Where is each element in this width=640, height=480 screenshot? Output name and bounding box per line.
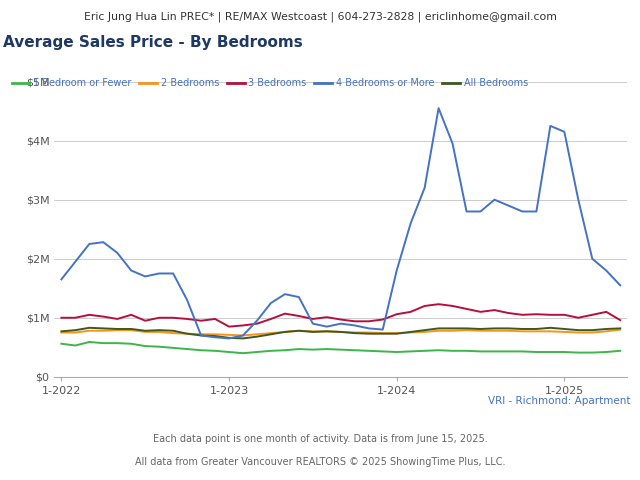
Text: Eric Jung Hua Lin PREC* | RE/MAX Westcoast | 604-273-2828 | ericlinhome@gmail.co: Eric Jung Hua Lin PREC* | RE/MAX Westcoa… (84, 11, 556, 22)
Text: Each data point is one month of activity. Data is from June 15, 2025.: Each data point is one month of activity… (152, 434, 488, 444)
Text: Average Sales Price - By Bedrooms: Average Sales Price - By Bedrooms (3, 35, 303, 49)
Text: VRI - Richmond: Apartment: VRI - Richmond: Apartment (488, 396, 630, 406)
Legend: 1 Bedroom or Fewer, 2 Bedrooms, 3 Bedrooms, 4 Bedrooms or More, All Bedrooms: 1 Bedroom or Fewer, 2 Bedrooms, 3 Bedroo… (8, 74, 532, 92)
Text: All data from Greater Vancouver REALTORS © 2025 ShowingTime Plus, LLC.: All data from Greater Vancouver REALTORS… (135, 457, 505, 467)
